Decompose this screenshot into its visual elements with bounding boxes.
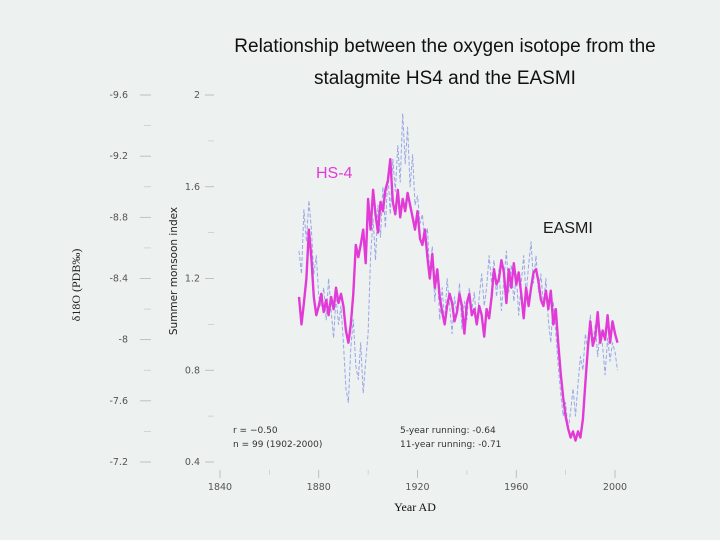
x-tick-label: 1880 [307,482,331,493]
y-right-tick-label: 1.2 [185,274,200,285]
x-tick-label: 2000 [603,482,627,493]
running-5yr-text: 5-year running: -0.64 [400,426,496,436]
y-left-tick-label: -7.2 [109,457,128,468]
y-left-tick-label: -8 [119,335,128,346]
chart-title-line1: Relationship between the oxygen isotope … [234,36,656,57]
hs4-series-line [297,157,619,442]
axes-ticks: -9.6 -9.2 -8.8 -8.4 -8 -7.6 -7.2 2 1.6 1.2 0.8 0.4 1… [109,90,627,493]
hs4-series-label: HS-4 [316,165,353,182]
chart-title-line2: stalagmite HS4 and the EASMI [314,68,576,89]
y-right-tick-label: 0.8 [185,365,200,376]
y-left-tick-label: -8.4 [109,274,128,285]
y-left-tick-label: -8.8 [109,212,128,223]
x-tick-label: 1840 [208,482,232,493]
x-tick-label: 1960 [504,482,528,493]
series-lines [297,112,619,442]
x-tick-label: 1920 [405,482,429,493]
y-left-tick-label: -7.6 [109,396,128,407]
running-11yr-text: 11-year running: -0.71 [400,440,501,450]
y-left-tick-label: -9.2 [109,151,128,162]
easmi-series-label: EASMI [543,220,593,237]
correlation-r-text: r = −0.50 [233,426,278,436]
y-left-tick-label: -9.6 [109,90,128,101]
easmi-series-line [298,112,618,431]
x-axis-label: Year AD [394,500,436,514]
y-right-tick-label: 1.6 [185,182,200,193]
y-left-axis-label: δ18O (PDB‰) [69,249,83,322]
y-right-axis-label: Summer monsoon index [168,207,180,335]
y-right-tick-label: 2 [194,90,200,101]
y-right-tick-label: 0.4 [185,457,200,468]
sample-size-text: n = 99 (1902-2000) [233,440,322,450]
